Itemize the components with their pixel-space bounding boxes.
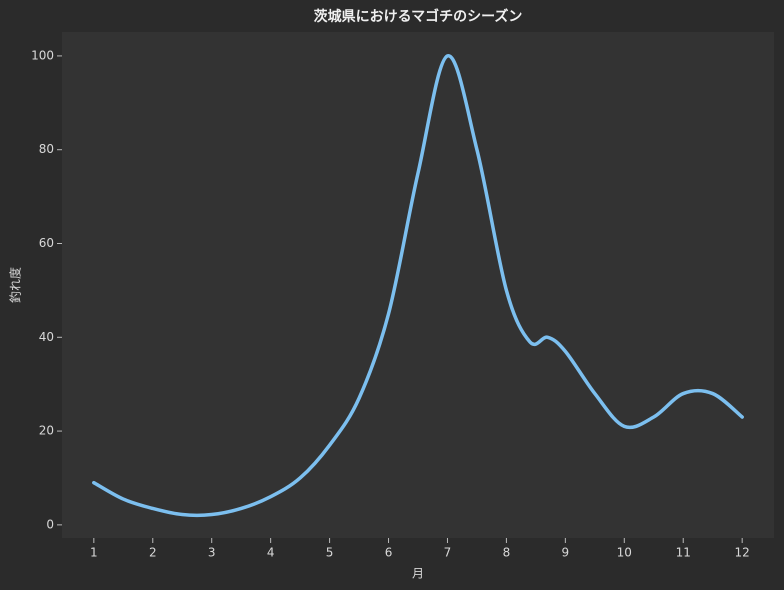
x-tick-label: 10	[617, 546, 632, 560]
plot-area	[62, 32, 774, 538]
x-tick-label: 4	[267, 546, 275, 560]
x-tick-label: 11	[676, 546, 691, 560]
x-tick-label: 7	[444, 546, 452, 560]
chart-title: 茨城県におけるマゴチのシーズン	[314, 8, 523, 25]
x-tick-label: 12	[735, 546, 750, 560]
y-tick-label: 100	[31, 48, 54, 62]
y-tick-label: 40	[39, 330, 54, 344]
x-tick-label: 8	[503, 546, 511, 560]
x-tick-label: 3	[208, 546, 216, 560]
y-tick-label: 20	[39, 424, 54, 438]
x-tick-label: 5	[326, 546, 334, 560]
x-tick-label: 2	[149, 546, 157, 560]
x-axis-label: 月	[412, 567, 424, 581]
y-axis-label: 釣れ度	[8, 267, 23, 303]
x-tick-label: 6	[385, 546, 393, 560]
y-tick-label: 0	[46, 517, 54, 531]
x-tick-label: 1	[90, 546, 98, 560]
x-tick-label: 9	[562, 546, 570, 560]
line	[92, 54, 744, 518]
y-tick-label: 80	[39, 142, 54, 156]
y-tick-label: 60	[39, 236, 54, 250]
